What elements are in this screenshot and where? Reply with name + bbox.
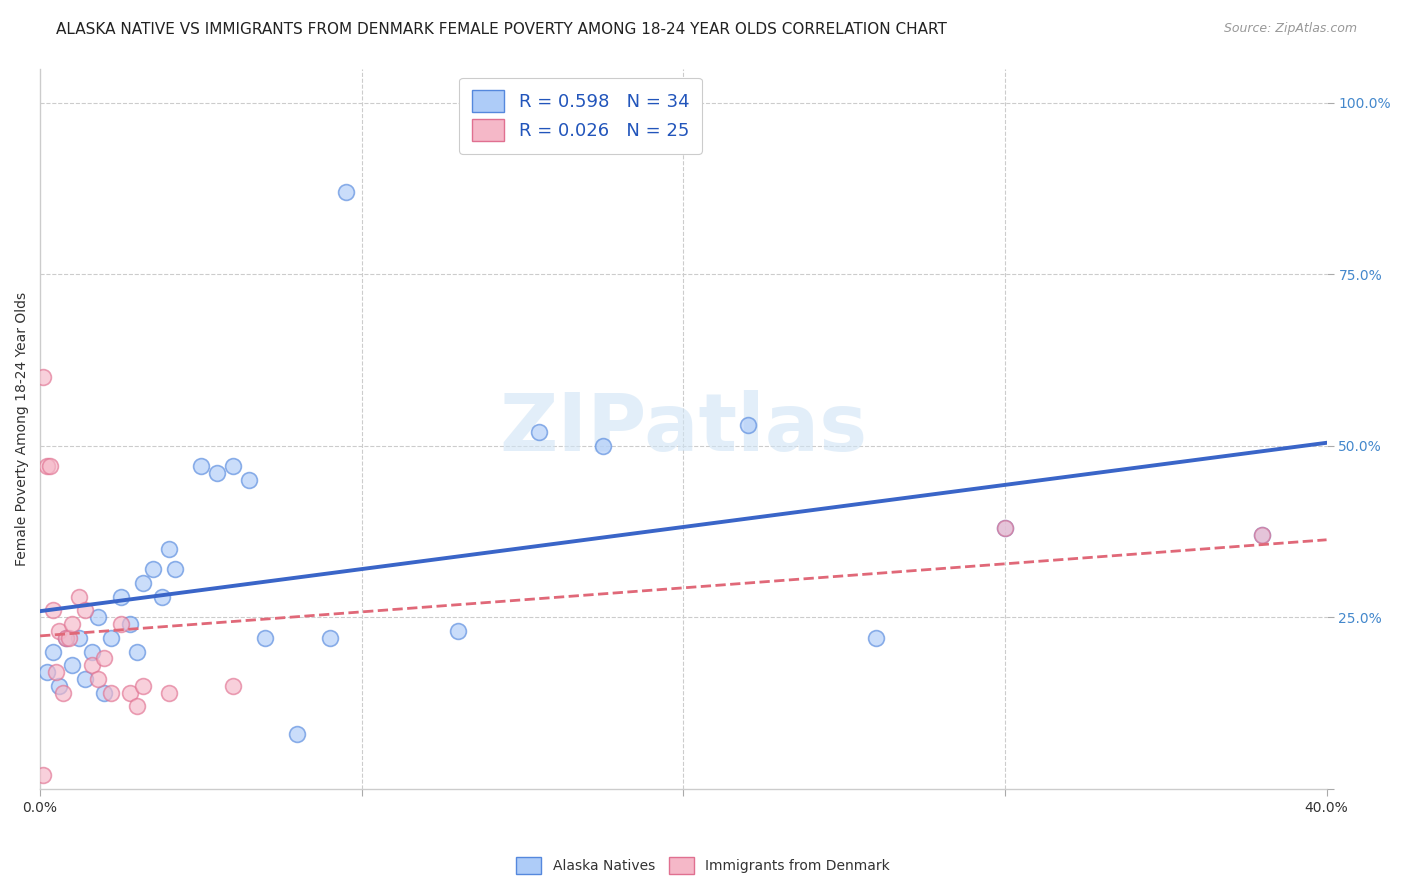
Point <box>254 631 277 645</box>
Point <box>1251 528 1274 542</box>
Point <box>994 521 1017 535</box>
Point <box>35 459 58 474</box>
Point <box>318 631 340 645</box>
Point <box>120 617 142 632</box>
Point <box>38 459 60 474</box>
Point <box>222 679 245 693</box>
Legend: R = 0.598   N = 34, R = 0.026   N = 25: R = 0.598 N = 34, R = 0.026 N = 25 <box>458 78 702 154</box>
Point <box>142 562 165 576</box>
Point <box>737 418 759 433</box>
Point <box>75 672 97 686</box>
Point <box>238 473 260 487</box>
Point <box>132 576 155 591</box>
Point <box>865 631 887 645</box>
Point <box>100 686 122 700</box>
Point <box>67 590 90 604</box>
Point <box>100 631 122 645</box>
Point <box>157 686 180 700</box>
Point <box>45 665 67 680</box>
Point <box>80 658 103 673</box>
Point <box>335 185 357 199</box>
Point <box>132 679 155 693</box>
Point <box>32 768 55 782</box>
Point <box>93 686 115 700</box>
Point <box>32 370 55 384</box>
Point <box>222 459 245 474</box>
Point <box>87 610 110 624</box>
Point <box>80 644 103 658</box>
Point <box>87 672 110 686</box>
Point <box>125 699 148 714</box>
Point <box>60 617 83 632</box>
Point <box>110 590 132 604</box>
Text: Source: ZipAtlas.com: Source: ZipAtlas.com <box>1223 22 1357 36</box>
Point <box>42 603 65 617</box>
Point <box>157 541 180 556</box>
Point <box>1251 528 1274 542</box>
Point <box>55 631 77 645</box>
Point <box>205 467 228 481</box>
Point <box>48 679 70 693</box>
Point <box>93 651 115 665</box>
Point <box>287 727 309 741</box>
Point <box>42 644 65 658</box>
Point <box>55 631 77 645</box>
Point <box>52 686 75 700</box>
Point <box>125 644 148 658</box>
Point <box>67 631 90 645</box>
Point <box>35 665 58 680</box>
Point <box>165 562 187 576</box>
Legend: Alaska Natives, Immigrants from Denmark: Alaska Natives, Immigrants from Denmark <box>509 850 897 880</box>
Point <box>592 439 614 453</box>
Point <box>447 624 470 638</box>
Point <box>48 624 70 638</box>
Point <box>150 590 173 604</box>
Point <box>110 617 132 632</box>
Point <box>190 459 212 474</box>
Point <box>120 686 142 700</box>
Point <box>527 425 550 439</box>
Point <box>994 521 1017 535</box>
Text: ALASKA NATIVE VS IMMIGRANTS FROM DENMARK FEMALE POVERTY AMONG 18-24 YEAR OLDS CO: ALASKA NATIVE VS IMMIGRANTS FROM DENMARK… <box>56 22 948 37</box>
Y-axis label: Female Poverty Among 18-24 Year Olds: Female Poverty Among 18-24 Year Olds <box>15 292 30 566</box>
Point <box>58 631 80 645</box>
Text: ZIPatlas: ZIPatlas <box>499 390 868 467</box>
Point <box>75 603 97 617</box>
Point <box>60 658 83 673</box>
